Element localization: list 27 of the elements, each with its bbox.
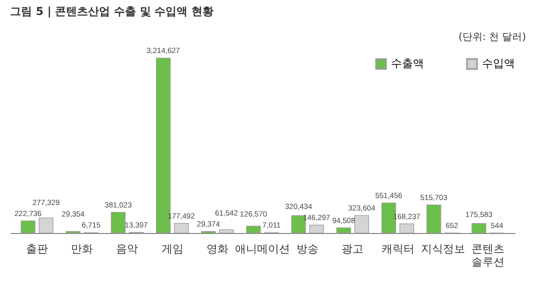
x-tick-label: 애니메이션 — [235, 242, 290, 256]
bar — [219, 229, 234, 234]
x-tick-label: 방송 — [296, 242, 319, 256]
legend-label: 수입액 — [482, 57, 515, 70]
x-tick-label: 게임 — [161, 242, 184, 256]
bar — [336, 228, 351, 234]
x-tick-label: 만화 — [71, 242, 94, 256]
bar — [309, 224, 324, 234]
x-tick-label: 출판 — [26, 242, 48, 256]
x-tick-label: 음악 — [116, 242, 138, 256]
x-tick-label: 광고 — [342, 242, 364, 256]
bar — [426, 204, 442, 234]
bar — [246, 226, 261, 234]
chart-title: 그림 5 | 콘텐츠산업 수출 및 수입액 현황 — [10, 5, 214, 18]
bar — [110, 212, 126, 234]
legend-label: 수출액 — [391, 57, 424, 70]
text: (단위: 천 달러) — [458, 31, 526, 44]
x-tick-label: 콘텐츠 솔루션 — [471, 242, 504, 268]
x-tick-label: 캐릭터 — [381, 242, 414, 256]
bar — [20, 220, 36, 234]
bar — [38, 218, 54, 234]
bar — [174, 223, 189, 234]
x-tick-label: 영화 — [206, 242, 228, 256]
bar — [399, 224, 414, 234]
bar — [472, 223, 486, 234]
x-tick-label: 지식정보 — [420, 242, 465, 256]
bar — [354, 215, 369, 234]
